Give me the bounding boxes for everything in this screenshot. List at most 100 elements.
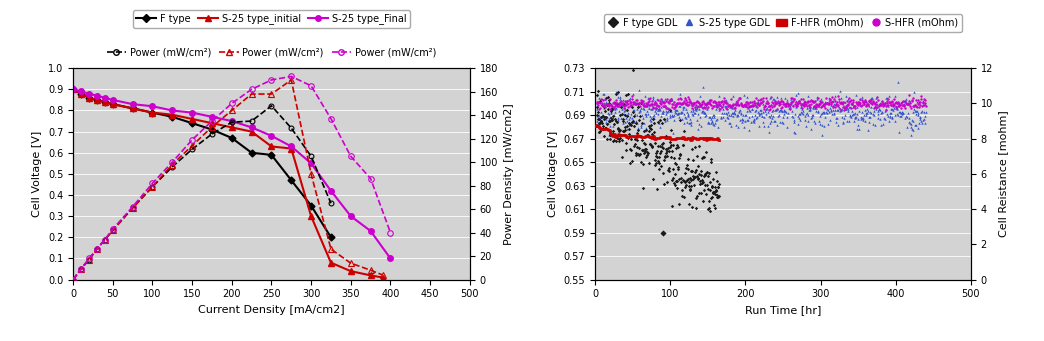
Point	[697, 102, 714, 108]
Point	[827, 101, 844, 106]
Point	[630, 151, 646, 157]
Point	[672, 96, 689, 101]
Point	[882, 102, 899, 107]
Point	[836, 112, 853, 117]
Point	[655, 170, 671, 176]
Point	[818, 110, 835, 115]
Point	[743, 102, 760, 107]
Point	[863, 95, 880, 100]
Point	[821, 100, 837, 105]
Point	[624, 100, 641, 105]
Point	[853, 102, 870, 107]
Point	[625, 99, 642, 105]
Point	[597, 101, 614, 107]
Point	[768, 94, 785, 100]
Point	[646, 108, 663, 113]
Point	[903, 132, 920, 137]
Point	[648, 102, 665, 107]
Point	[734, 119, 751, 124]
Point	[628, 145, 645, 150]
Point	[596, 133, 613, 138]
Point	[864, 121, 881, 127]
Point	[641, 97, 658, 102]
Point	[589, 112, 606, 117]
Point	[756, 104, 773, 109]
Point	[718, 100, 735, 105]
Point	[593, 102, 610, 108]
Point	[784, 95, 801, 101]
Point	[646, 105, 663, 111]
Point	[804, 98, 821, 104]
Point	[857, 112, 874, 118]
Point	[595, 103, 612, 109]
Point	[648, 111, 665, 116]
Point	[617, 116, 634, 121]
Point	[610, 94, 626, 100]
Point	[854, 115, 871, 120]
Point	[610, 89, 626, 95]
Point	[728, 122, 744, 127]
Point	[887, 103, 904, 108]
Point	[753, 107, 769, 113]
Point	[695, 188, 712, 193]
Point	[714, 99, 731, 104]
Point	[786, 111, 803, 116]
Point	[805, 118, 822, 124]
Point	[807, 105, 824, 111]
Point	[636, 128, 652, 134]
Point	[762, 106, 779, 111]
Point	[730, 103, 746, 108]
Point	[784, 109, 801, 114]
Point	[863, 95, 880, 101]
Point	[707, 99, 723, 105]
Point	[792, 97, 809, 102]
Point	[661, 139, 678, 145]
Point	[776, 101, 792, 106]
Point	[907, 111, 924, 116]
Point	[835, 119, 852, 125]
Point	[854, 109, 871, 115]
Point	[874, 110, 891, 115]
Point	[780, 101, 797, 106]
Point	[694, 155, 711, 160]
Point	[635, 115, 651, 120]
Point	[753, 100, 769, 105]
Point	[868, 106, 884, 112]
Point	[597, 125, 614, 131]
Point	[658, 105, 674, 111]
Point	[614, 102, 631, 108]
Point	[681, 179, 697, 184]
Point	[876, 102, 893, 108]
Point	[616, 111, 633, 116]
Point	[800, 93, 816, 99]
Point	[681, 96, 697, 102]
Point	[705, 189, 721, 195]
Point	[884, 100, 901, 105]
Point	[915, 98, 931, 104]
Point	[789, 101, 806, 106]
Point	[633, 122, 649, 128]
Point	[631, 103, 647, 108]
Point	[765, 102, 782, 107]
Point	[802, 104, 818, 109]
Point	[599, 110, 616, 116]
Point	[833, 99, 850, 104]
Point	[797, 98, 813, 103]
Point	[889, 112, 906, 118]
Point	[746, 112, 763, 117]
Point	[702, 101, 718, 107]
Point	[638, 111, 655, 117]
Point	[611, 136, 627, 142]
Point	[799, 110, 815, 116]
Point	[840, 101, 857, 106]
Point	[681, 121, 697, 126]
Point	[710, 102, 727, 107]
Point	[613, 99, 630, 104]
Point	[678, 102, 694, 107]
Point	[806, 104, 823, 109]
Point	[780, 104, 797, 109]
Point	[772, 100, 788, 105]
Point	[843, 100, 859, 106]
Point	[678, 115, 694, 121]
Point	[642, 118, 659, 123]
